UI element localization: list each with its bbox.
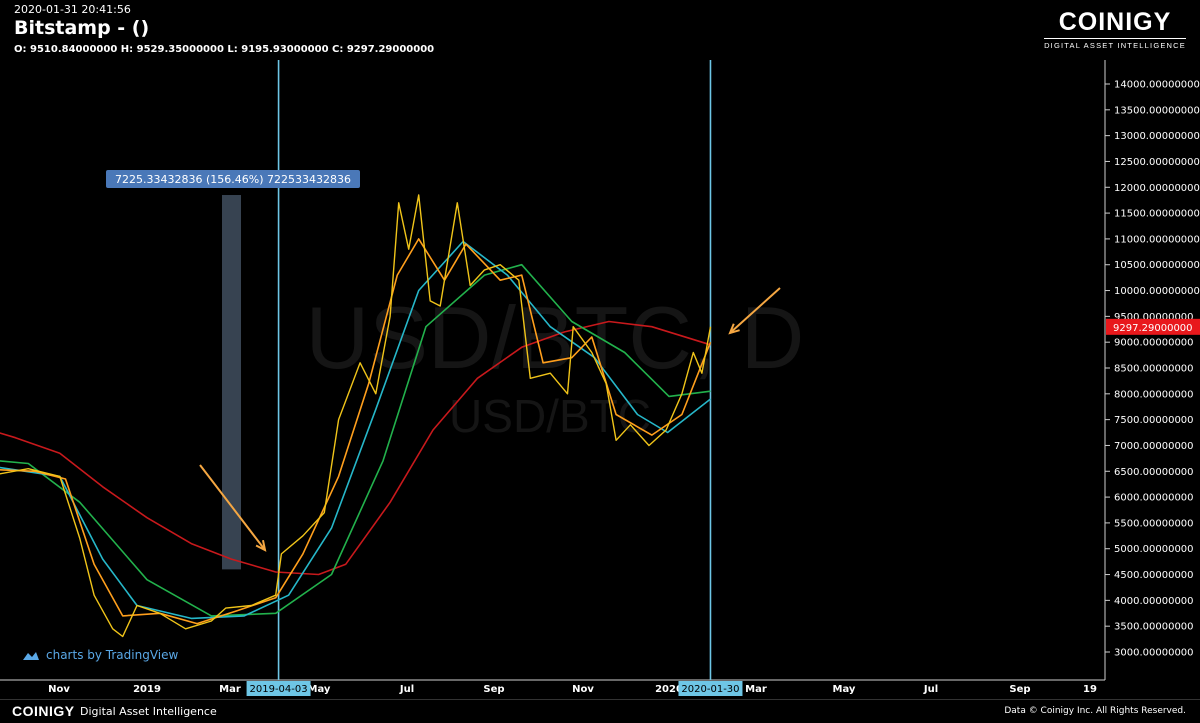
chart-title: Bitstamp - () — [14, 17, 150, 39]
last-price-label: 9297.29000000 — [1113, 323, 1193, 334]
y-tick-label: 7000.00000000 — [1114, 441, 1194, 452]
series-line-price — [0, 194, 712, 638]
x-tick-label: Nov — [572, 684, 594, 695]
y-tick-label: 9500.00000000 — [1114, 312, 1194, 323]
series-line-ma-mid — [0, 240, 711, 620]
x-highlight-label: 2019-04-03 — [250, 684, 308, 695]
y-tick-label: 13000.00000000 — [1114, 131, 1200, 142]
footer-brand: COINIGY — [12, 703, 75, 719]
y-tick-label: 3500.00000000 — [1114, 622, 1194, 633]
logo-name: COINIGY — [1058, 8, 1172, 36]
y-tick-label: 3000.00000000 — [1114, 648, 1194, 659]
x-tick-label: 2019 — [133, 684, 161, 695]
ohlc-readout: O: 9510.84000000 H: 9529.35000000 L: 919… — [14, 44, 435, 55]
y-tick-label: 8000.00000000 — [1114, 389, 1194, 400]
tradingview-link[interactable]: charts by TradingView — [22, 648, 178, 662]
x-tick-label: Nov — [48, 684, 70, 695]
y-tick-label: 12500.00000000 — [1114, 157, 1200, 168]
y-tick-label: 4500.00000000 — [1114, 570, 1194, 581]
y-tick-label: 10000.00000000 — [1114, 286, 1200, 297]
x-tick-label: Jul — [923, 684, 938, 695]
tradingview-icon — [23, 651, 39, 660]
logo-tagline: DIGITAL ASSET INTELLIGENCE — [1044, 38, 1186, 50]
x-tick-label: Jul — [399, 684, 414, 695]
y-tick-label: 13500.00000000 — [1114, 105, 1200, 116]
timestamp: 2020-01-31 20:41:56 — [14, 3, 131, 16]
arrow-right — [728, 287, 781, 335]
y-tick-label: 10500.00000000 — [1114, 260, 1200, 271]
footer: COINIGY Digital Asset Intelligence Data … — [0, 699, 1200, 723]
y-tick-label: 5000.00000000 — [1114, 544, 1194, 555]
arrow-head — [728, 323, 740, 335]
watermark-sub: USD/BTC — [449, 390, 651, 442]
series-line-ma-slow — [0, 263, 711, 617]
tradingview-label: charts by TradingView — [46, 648, 179, 662]
y-tick-label: 6000.00000000 — [1114, 493, 1194, 504]
arrow-shaft — [729, 287, 781, 334]
footer-copyright: Data © Coinigy Inc. All Rights Reserved. — [1004, 706, 1186, 716]
x-tick-label: Mar — [745, 684, 767, 695]
measure-box — [222, 195, 241, 570]
arrow-left — [199, 464, 267, 552]
x-highlight-badge — [246, 681, 311, 696]
coinigy-logo: COINIGY DIGITAL ASSET INTELLIGENCE — [1044, 8, 1186, 50]
y-tick-label: 12000.00000000 — [1114, 183, 1200, 194]
y-tick-label: 6500.00000000 — [1114, 467, 1194, 478]
x-tick-label: Sep — [483, 684, 504, 695]
x-tick-label: 19 — [1083, 684, 1097, 695]
last-price-tag — [1106, 318, 1200, 335]
arrow-head — [255, 540, 267, 552]
y-tick-label: 11000.00000000 — [1114, 234, 1200, 245]
series-line-ma-long — [0, 320, 711, 576]
y-tick-label: 7500.00000000 — [1114, 415, 1194, 426]
measure-label-bg — [106, 170, 360, 188]
x-tick-label: May — [308, 684, 331, 695]
y-tick-label: 5500.00000000 — [1114, 518, 1194, 529]
y-tick-label: 11500.00000000 — [1114, 209, 1200, 220]
x-tick-label: Sep — [1009, 684, 1030, 695]
y-tick-label: 14000.00000000 — [1114, 80, 1200, 91]
y-tick-label: 4000.00000000 — [1114, 596, 1194, 607]
arrow-shaft — [199, 464, 266, 551]
x-tick-label: 2020 — [655, 684, 683, 695]
y-tick-label: 9000.00000000 — [1114, 338, 1194, 349]
footer-subtitle: Digital Asset Intelligence — [80, 705, 217, 718]
series-line-ma-fast — [0, 238, 712, 625]
x-highlight-label: 2020-01-30 — [681, 684, 739, 695]
x-highlight-badge — [678, 681, 743, 696]
measure-label: 7225.33432836 (156.46%) 722533432836 — [115, 173, 351, 186]
x-tick-label: Mar — [219, 684, 241, 695]
x-tick-label: May — [833, 684, 856, 695]
y-tick-label: 8500.00000000 — [1114, 364, 1194, 375]
